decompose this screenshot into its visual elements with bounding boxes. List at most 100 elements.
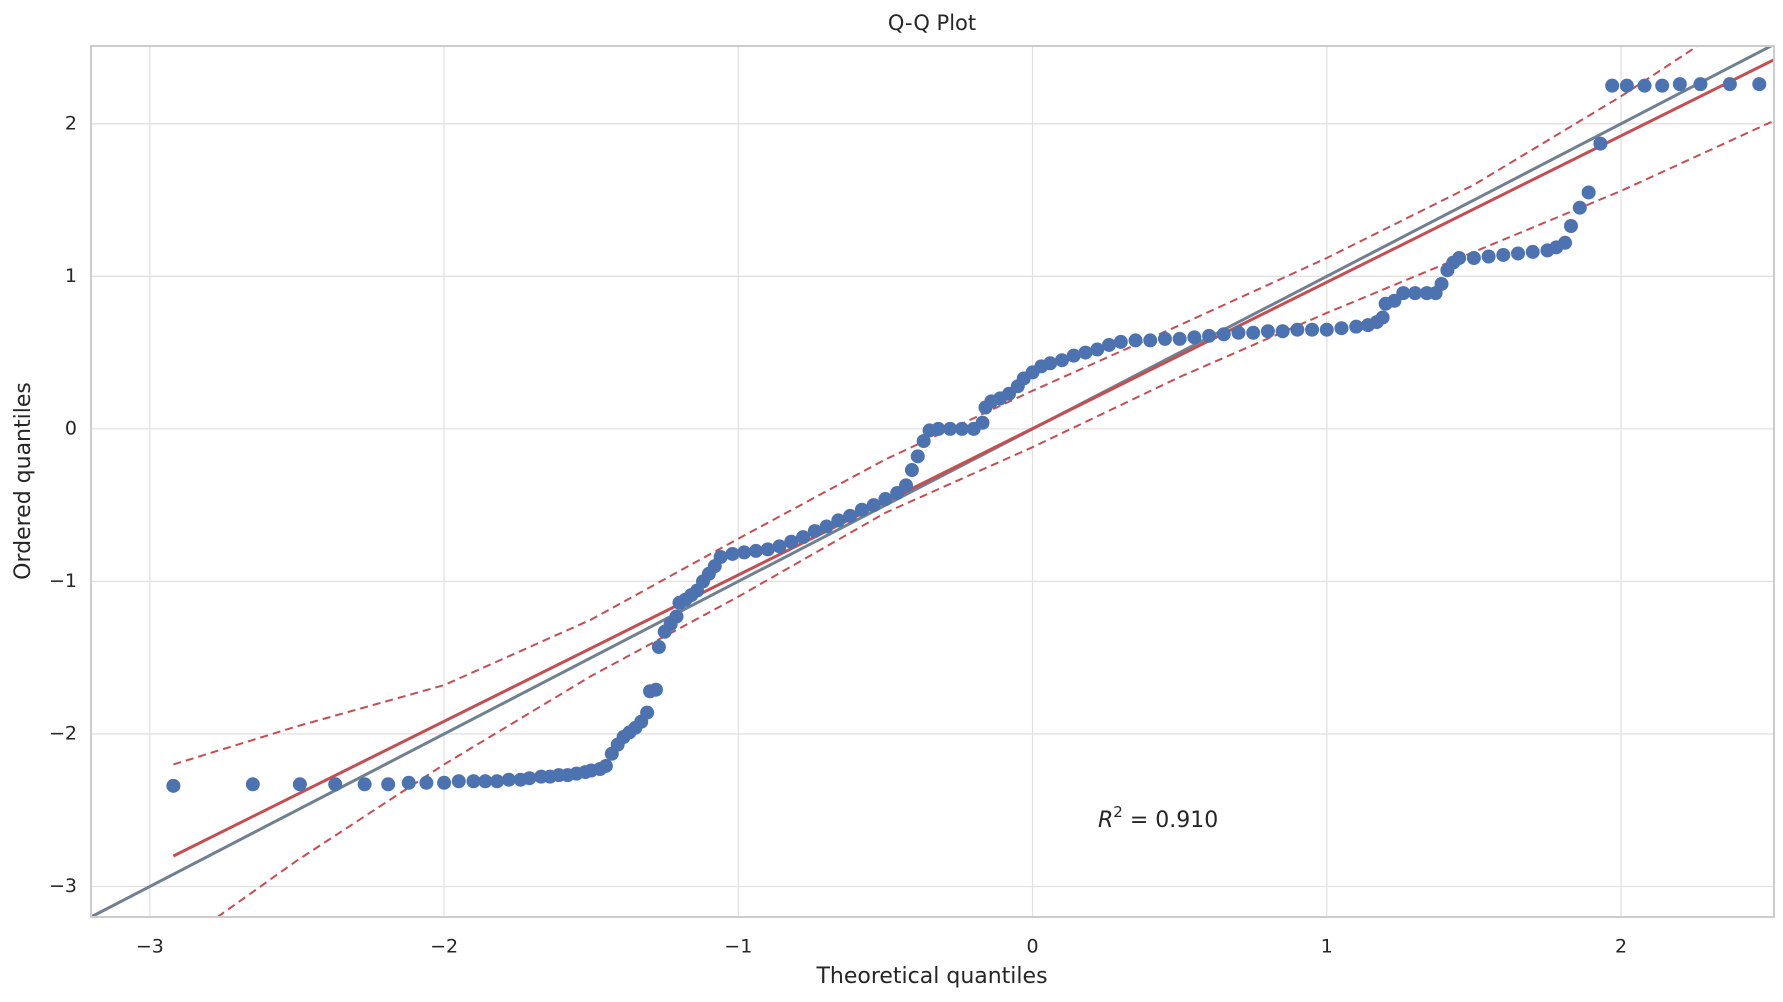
point: [1452, 251, 1467, 266]
point: [748, 543, 763, 558]
point: [760, 542, 775, 557]
plot-area: [91, 46, 1774, 917]
y-tick-label: −1: [49, 570, 77, 592]
point: [357, 777, 372, 792]
point: [1637, 78, 1652, 93]
point: [245, 777, 260, 792]
point: [1246, 325, 1261, 340]
point: [1605, 78, 1620, 93]
point: [878, 492, 893, 507]
point: [1593, 136, 1608, 151]
point: [1525, 244, 1540, 259]
point: [904, 463, 919, 478]
point: [1128, 333, 1143, 348]
point: [1496, 247, 1511, 262]
point: [1102, 337, 1117, 352]
plot-frame: [90, 45, 1775, 918]
point: [1349, 319, 1364, 334]
x-tick-label: −1: [724, 936, 752, 958]
point: [1396, 286, 1411, 301]
point: [1655, 78, 1670, 93]
point: [166, 778, 181, 793]
point: [1434, 276, 1449, 291]
point: [1752, 77, 1767, 92]
x-tick-label: 2: [1615, 936, 1627, 958]
point: [1722, 77, 1737, 92]
point: [1375, 310, 1390, 325]
point: [807, 524, 822, 539]
point: [866, 498, 881, 513]
point: [899, 478, 914, 493]
point: [1113, 334, 1128, 349]
x-axis-label: Theoretical quantiles: [815, 964, 1047, 989]
point: [784, 534, 799, 549]
point: [381, 777, 396, 792]
point: [975, 415, 990, 430]
point: [1054, 353, 1069, 368]
point: [1693, 77, 1708, 92]
point: [648, 682, 663, 697]
point: [1043, 356, 1058, 371]
y-tick-label: −2: [49, 722, 77, 744]
x-tick-label: −3: [136, 936, 164, 958]
point: [478, 774, 493, 789]
fit-line: [172, 58, 1774, 858]
point: [1319, 322, 1334, 337]
point: [292, 777, 307, 792]
point: [831, 513, 846, 528]
y-axis-label: Ordered quantiles: [11, 382, 36, 580]
point: [640, 705, 655, 720]
point: [328, 777, 343, 792]
point: [1619, 78, 1634, 93]
point: [1260, 324, 1275, 339]
point: [1290, 322, 1305, 337]
point: [910, 449, 925, 464]
point: [1466, 251, 1481, 266]
point: [725, 546, 740, 561]
point: [1558, 235, 1573, 250]
point: [1581, 185, 1596, 200]
point: [1334, 321, 1349, 336]
point: [796, 530, 811, 545]
point: [1511, 246, 1526, 261]
point: [713, 550, 728, 565]
point: [843, 508, 858, 523]
point: [1563, 218, 1578, 233]
point: [819, 519, 834, 534]
point: [943, 421, 958, 436]
y-tick-label: 1: [65, 265, 77, 287]
y-tick-label: 2: [65, 112, 77, 134]
point: [1216, 327, 1231, 342]
point: [501, 772, 516, 787]
point: [1143, 333, 1158, 348]
point: [651, 640, 666, 655]
point: [737, 545, 752, 560]
point: [1305, 322, 1320, 337]
point: [490, 774, 505, 789]
point: [931, 421, 946, 436]
point: [1231, 325, 1246, 340]
point: [1078, 345, 1093, 360]
point: [669, 609, 684, 624]
point: [451, 774, 466, 789]
point: [437, 775, 452, 790]
annotation: R2 = 0.910: [1098, 803, 1218, 834]
y-tick-label: 0: [65, 417, 77, 439]
x-tick-label: 0: [1026, 936, 1038, 958]
point: [1275, 324, 1290, 339]
annotation-exponent: 2: [1113, 803, 1123, 821]
point: [598, 758, 613, 773]
grid: [91, 46, 1774, 917]
point: [419, 775, 434, 790]
fit-line: [91, 46, 1774, 917]
annotation-symbol: R: [1098, 808, 1113, 833]
point: [772, 539, 787, 554]
point: [401, 775, 416, 790]
point: [954, 421, 969, 436]
point: [1481, 249, 1496, 264]
point: [522, 771, 537, 786]
confidence-band: [216, 119, 1774, 917]
chart-title: Q-Q Plot: [888, 11, 976, 35]
annotation-text: = 0.910: [1123, 808, 1218, 833]
